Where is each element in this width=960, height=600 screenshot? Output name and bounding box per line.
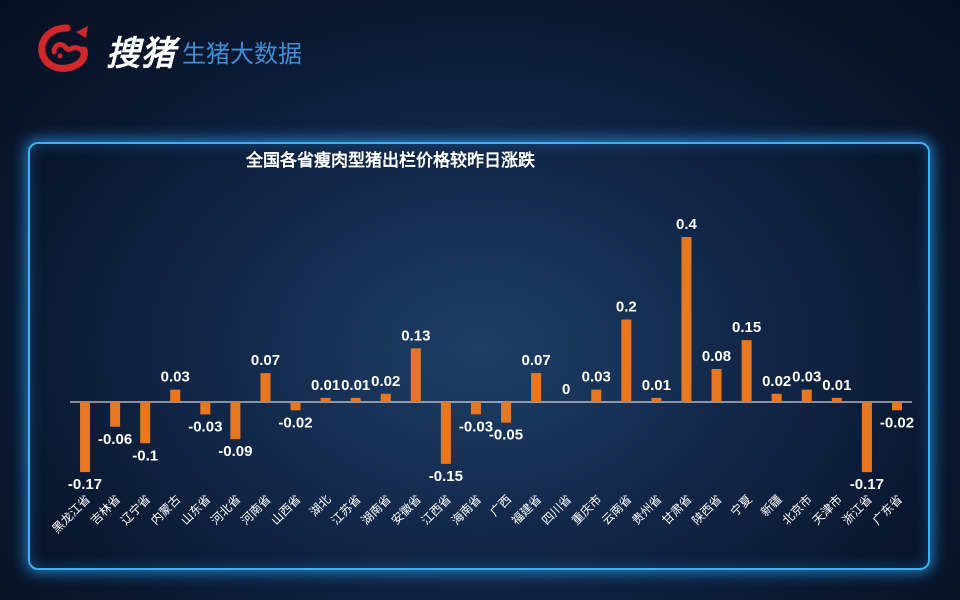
category-label-16: 四川省 [539,492,574,527]
category-label-27: 广东省 [870,492,905,527]
category-label-13: 海南省 [448,492,484,528]
category-label-22: 宁夏 [727,492,755,520]
bar-13 [470,402,481,415]
bar-23 [771,393,782,402]
bar-1 [110,402,121,427]
value-label-14: -0.05 [489,427,523,444]
bars-group [80,237,902,473]
category-label-7: 山西省 [268,492,303,527]
value-label-20: 0.4 [676,216,698,233]
category-label-26: 浙江省 [840,492,875,527]
value-label-15: 0.07 [522,352,551,369]
category-label-4: 山东省 [178,492,213,527]
bar-27 [891,402,902,411]
value-label-17: 0.03 [582,369,611,386]
bar-18 [621,319,632,402]
category-label-6: 河南省 [238,492,274,528]
value-label-3: 0.03 [161,369,190,386]
category-label-25: 天津市 [809,492,845,528]
bar-20 [681,237,692,402]
value-label-26: -0.17 [850,476,884,493]
value-label-27: -0.02 [880,414,914,431]
category-label-5: 河北省 [208,492,243,527]
category-label-1: 吉林省 [88,492,123,527]
bar-3 [170,389,181,402]
category-label-23: 新疆 [757,492,785,520]
value-label-4: -0.03 [188,418,222,435]
category-label-11: 安徽省 [388,492,424,528]
bar-14 [501,402,512,423]
category-label-10: 湖南省 [358,492,394,528]
value-label-0: -0.17 [68,476,102,493]
category-label-21: 陕西省 [689,492,725,528]
category-label-19: 贵州省 [629,492,664,527]
bar-8 [320,397,331,402]
bar-5 [230,402,241,440]
value-label-9: 0.01 [341,377,370,394]
bar-26 [861,402,872,473]
brand-name: 搜猪 [106,34,176,74]
category-label-9: 江苏省 [328,492,363,527]
value-label-6: 0.07 [251,352,280,369]
bar-21 [711,369,722,402]
bar-2 [140,402,151,444]
category-label-24: 北京市 [779,492,815,528]
value-labels-group: -0.17 -0.06-0.1 0.03 -0.03 -0.09 0.07 -0.02 0.0… [68,216,914,493]
category-label-12: 江西省 [419,492,454,527]
bar-24 [801,389,812,402]
value-label-16: 0 [562,381,570,398]
category-label-17: 重庆市 [568,492,604,528]
pig-head-logo-icon [38,24,88,72]
category-label-8: 湖北 [306,492,334,520]
bar-4 [200,402,211,415]
value-label-1: -0.06 [98,431,132,448]
value-label-18: 0.2 [616,299,637,316]
brand-subtitle: 生猪大数据 [182,40,302,68]
category-label-3: 内蒙古 [147,492,183,528]
value-label-13: -0.03 [459,418,493,435]
category-label-2: 辽宁省 [117,492,153,528]
value-label-8: 0.01 [311,377,340,394]
category-label-20: 甘肃省 [659,492,694,527]
category-label-0: 黑龙江省 [49,492,93,536]
value-label-21: 0.08 [702,348,731,365]
header: 搜猪 生猪大数据 [36,20,636,80]
bar-12 [440,402,451,464]
bar-0 [80,402,91,473]
value-label-11: 0.13 [401,327,430,344]
chart-title: 全国各省瘦肉型猪出栏价格较昨日涨跌 [246,151,535,171]
bar-11 [410,348,421,402]
bar-9 [350,397,361,402]
bar-22 [741,340,752,402]
value-label-22: 0.15 [732,319,761,336]
value-label-25: 0.01 [822,377,851,394]
bar-7 [290,402,301,411]
bar-25 [831,397,842,402]
chart-panel [28,142,930,570]
bar-6 [260,373,271,402]
value-label-24: 0.03 [792,369,821,386]
value-label-7: -0.02 [278,414,312,431]
bar-10 [380,393,391,402]
value-label-5: -0.09 [218,443,252,460]
category-label-18: 云南省 [598,492,634,528]
value-label-23: 0.02 [762,373,791,390]
value-label-2: -0.1 [132,447,158,464]
bar-19 [651,397,662,402]
value-label-19: 0.01 [642,377,671,394]
value-label-10: 0.02 [371,373,400,390]
category-label-15: 福建省 [508,492,544,528]
bar-15 [531,373,542,402]
value-label-12: -0.15 [429,468,463,485]
bar-17 [591,389,602,402]
